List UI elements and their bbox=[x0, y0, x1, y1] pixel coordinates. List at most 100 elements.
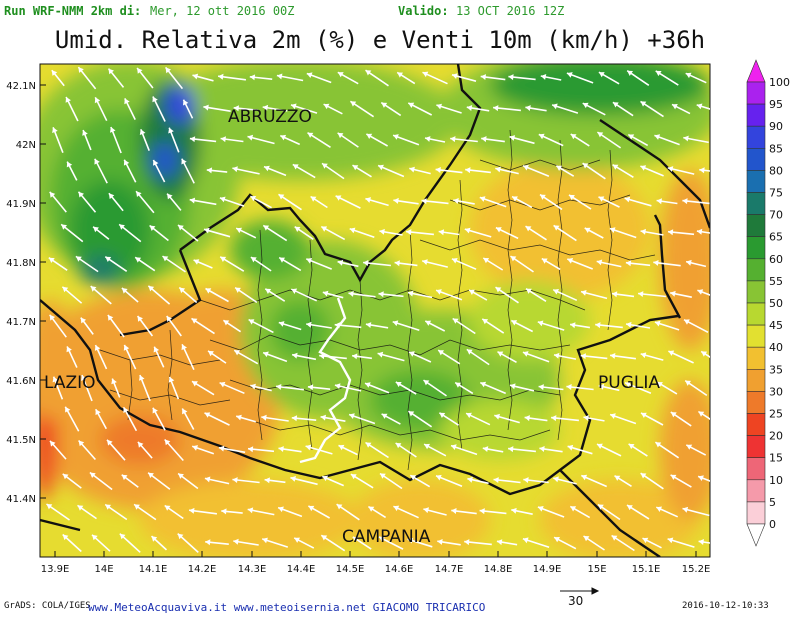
wind-arrow-head bbox=[232, 477, 238, 483]
wind-arrow-head bbox=[82, 130, 88, 136]
wind-arrow-head bbox=[123, 407, 129, 413]
legend-swatch bbox=[746, 368, 766, 392]
wind-arrow-head bbox=[393, 134, 399, 140]
wind-arrow-head bbox=[368, 506, 375, 512]
wind-arrow-head bbox=[479, 196, 486, 202]
wind-arrow-head bbox=[551, 415, 557, 422]
wind-arrow-head bbox=[699, 167, 705, 174]
wind-arrow-head bbox=[553, 289, 559, 295]
wind-arrow-head bbox=[247, 507, 254, 514]
wind-arrow-head bbox=[137, 68, 143, 74]
wind-arrow-head bbox=[610, 413, 616, 419]
wind-arrow-head bbox=[567, 444, 574, 451]
legend-swatch bbox=[746, 192, 766, 215]
wind-arrow-head bbox=[262, 537, 268, 544]
legend-label: 95 bbox=[769, 98, 783, 111]
generation-date: 2016-10-12-10:33 bbox=[682, 601, 769, 611]
wind-arrow-head bbox=[610, 353, 616, 359]
lon-tick-label: 14.6E bbox=[385, 564, 414, 575]
wind-arrow-head bbox=[612, 291, 618, 298]
wind-arrow-head bbox=[393, 197, 399, 204]
wind-arrow-head bbox=[696, 103, 703, 110]
wind-arrow-head bbox=[89, 472, 96, 478]
wind-arrow-head bbox=[598, 196, 605, 202]
wind-arrow-head bbox=[148, 472, 154, 479]
wind-arrow-head bbox=[628, 443, 635, 450]
wind-arrow-head bbox=[641, 412, 647, 418]
wind-arrow-head bbox=[640, 101, 647, 107]
wind-arrow-head bbox=[95, 409, 101, 416]
wind-arrow-head bbox=[640, 473, 647, 479]
wind-arrow-head bbox=[92, 534, 98, 541]
wind-arrow-head bbox=[279, 257, 285, 263]
wind-arrow-head bbox=[77, 505, 84, 511]
wind-arrow-head bbox=[204, 412, 211, 418]
wind-arrow-head bbox=[208, 350, 214, 357]
wind-arrow-head bbox=[625, 381, 631, 388]
wind-arrow-head bbox=[541, 258, 548, 264]
wind-arrow-head bbox=[437, 539, 443, 545]
wind-arrow-head bbox=[107, 315, 114, 321]
wind-arrow-head bbox=[627, 505, 633, 511]
wind-arrow-head bbox=[450, 136, 456, 143]
wind-arrow-head bbox=[438, 229, 445, 236]
wind-arrow-head bbox=[612, 102, 619, 108]
wind-arrow-head bbox=[248, 319, 255, 325]
lat-tick-label: 41.4N bbox=[6, 494, 36, 505]
wind-arrow-head bbox=[62, 534, 69, 541]
wind-arrow-head bbox=[425, 320, 432, 326]
wind-arrow-head bbox=[335, 195, 342, 201]
legend-swatch bbox=[746, 81, 766, 105]
wind-arrow-head bbox=[497, 351, 504, 357]
wind-arrow-head bbox=[294, 537, 300, 543]
wind-arrow-head bbox=[66, 161, 73, 168]
wind-arrow-head bbox=[322, 290, 329, 297]
lon-tick-label: 14.1E bbox=[139, 564, 168, 575]
wind-scale-arrow bbox=[560, 587, 600, 595]
wind-arrow-head bbox=[352, 353, 358, 360]
wind-arrow-head bbox=[321, 226, 328, 232]
legend-swatch bbox=[746, 170, 766, 193]
wind-arrow-head bbox=[640, 228, 646, 235]
wind-arrow-head bbox=[465, 167, 471, 174]
wind-arrow-head bbox=[139, 129, 146, 135]
map-frame bbox=[39, 63, 711, 558]
wind-arrow-head bbox=[52, 127, 58, 133]
wind-arrow-head bbox=[363, 260, 369, 266]
run-date: Mer, 12 ott 2016 00Z bbox=[150, 4, 295, 18]
wind-arrow-head bbox=[178, 225, 184, 231]
grads-credit: GrADS: COLA/IGES bbox=[4, 601, 91, 611]
wind-arrow-head bbox=[278, 446, 284, 452]
wind-arrow-head bbox=[249, 74, 256, 81]
wind-arrow-head bbox=[582, 163, 589, 169]
wind-arrow-head bbox=[451, 508, 457, 514]
wind-arrow-head bbox=[698, 475, 704, 481]
legend-tip-top bbox=[746, 59, 766, 83]
wind-arrow-head bbox=[264, 165, 270, 172]
legend-swatch bbox=[746, 501, 766, 525]
wind-arrow-head bbox=[166, 316, 172, 322]
wind-arrow-head bbox=[191, 318, 198, 324]
wind-arrow-head bbox=[657, 382, 663, 388]
wind-arrow-head bbox=[52, 376, 59, 383]
wind-arrow-head bbox=[265, 288, 272, 294]
wind-arrow-head bbox=[94, 345, 101, 351]
wind-arrow-head bbox=[78, 67, 84, 73]
wind-arrow-head bbox=[668, 350, 675, 356]
wind-arrow-head bbox=[638, 291, 644, 297]
wind-arrow-head bbox=[219, 381, 226, 388]
wind-arrow-head bbox=[153, 160, 159, 166]
wind-arrow-head bbox=[306, 258, 313, 264]
legend-swatch bbox=[746, 413, 766, 436]
wind-arrow-head bbox=[698, 411, 705, 417]
wind-arrow-head bbox=[192, 445, 198, 451]
legend-swatch bbox=[746, 125, 766, 149]
wind-arrow-head bbox=[523, 164, 529, 171]
wind-arrow-head bbox=[570, 506, 577, 512]
legend-label: 55 bbox=[769, 275, 783, 288]
wind-arrow-head bbox=[467, 476, 473, 483]
wind-arrow-head bbox=[152, 96, 158, 103]
wind-arrow-head bbox=[105, 504, 111, 510]
wind-arrow-head bbox=[291, 103, 297, 110]
wind-arrow-head bbox=[397, 72, 403, 78]
